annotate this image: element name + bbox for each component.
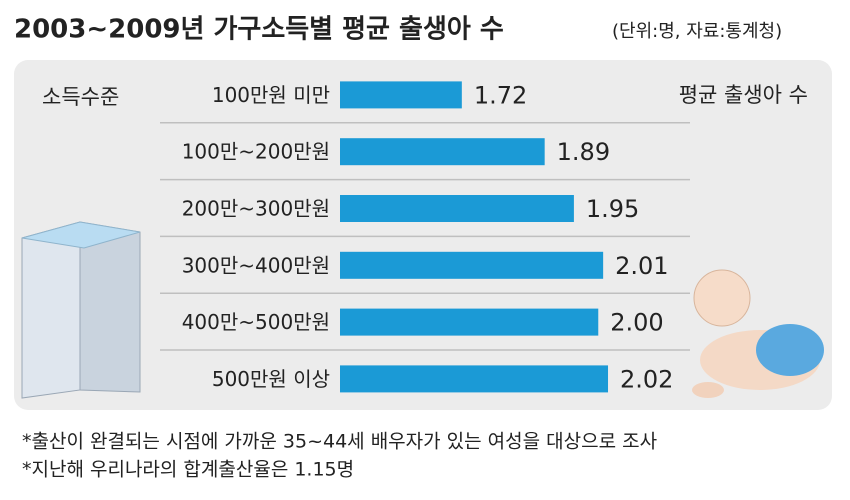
footnote: *지난해 우리나라의 합계출산율은 1.15명 xyxy=(22,459,354,481)
value-axis-label: 평균 출생아 수 xyxy=(679,83,808,107)
value-label: 1.95 xyxy=(586,195,639,223)
chart-title: 2003~2009년 가구소득별 평균 출생아 수 xyxy=(14,15,504,45)
value-label: 2.01 xyxy=(615,252,668,280)
bar xyxy=(340,308,599,336)
bar xyxy=(340,138,545,166)
value-label: 2.02 xyxy=(620,365,673,393)
panel xyxy=(14,60,832,410)
value-label: 1.72 xyxy=(474,81,527,109)
footnote: *출산이 완결되는 시점에 가까운 35~44세 배우자가 있는 여성을 대상으… xyxy=(22,431,657,453)
baby-illustration xyxy=(692,269,824,398)
category-label: 100만원 미만 xyxy=(212,83,330,107)
bar xyxy=(340,195,574,222)
category-axis-label: 소득수준 xyxy=(42,85,119,109)
bar xyxy=(340,81,462,109)
category-label: 300만~400만원 xyxy=(182,253,330,277)
chart-subtitle: (단위:명, 자료:통계청) xyxy=(612,21,782,42)
bar xyxy=(340,365,609,393)
category-label: 500만원 이상 xyxy=(212,367,330,391)
category-label: 400만~500만원 xyxy=(182,310,330,334)
bar xyxy=(340,251,604,279)
category-label: 100만~200만원 xyxy=(182,140,330,164)
value-label: 1.89 xyxy=(557,138,610,166)
category-label: 200만~300만원 xyxy=(182,197,330,221)
value-label: 2.00 xyxy=(610,309,663,337)
books-illustration xyxy=(21,221,141,399)
